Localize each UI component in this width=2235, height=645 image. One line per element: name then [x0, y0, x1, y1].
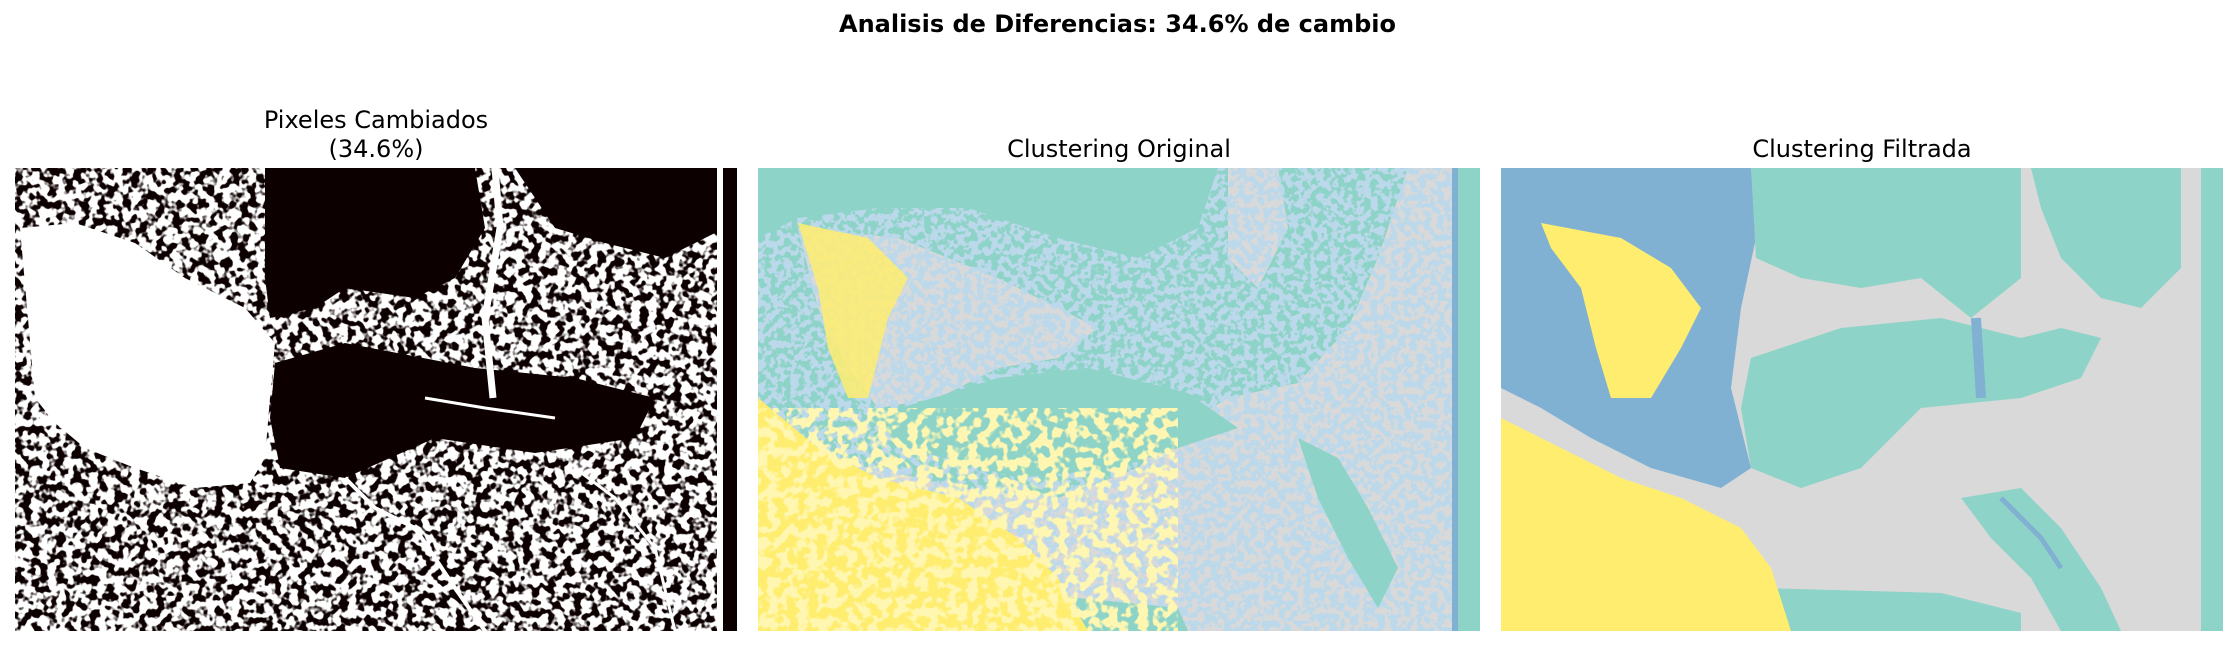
changed-pixels-image — [15, 168, 737, 631]
cluster-yellow-region — [1501, 418, 1791, 631]
panel-title-changed-pixels: Pixeles Cambiados (34.6%) — [15, 106, 737, 164]
panel-title-line2: (34.6%) — [328, 135, 424, 163]
panel-title-line1: Pixeles Cambiados — [263, 106, 489, 134]
panel-title-line1: Clustering Original — [1007, 135, 1231, 163]
panel-title-line1: Clustering Filtrada — [1752, 135, 1972, 163]
figure-title: Analisis de Diferencias: 34.6% de cambio — [839, 10, 1396, 38]
panel-title-clustering-original: Clustering Original — [758, 135, 1480, 164]
water-unchanged-region — [265, 168, 485, 318]
clustering-filtered-image — [1501, 168, 2223, 631]
cluster-teal-region — [1751, 168, 2021, 318]
clustering-original-image — [758, 168, 1480, 631]
panel-title-clustering-filtered: Clustering Filtrada — [1501, 135, 2223, 164]
